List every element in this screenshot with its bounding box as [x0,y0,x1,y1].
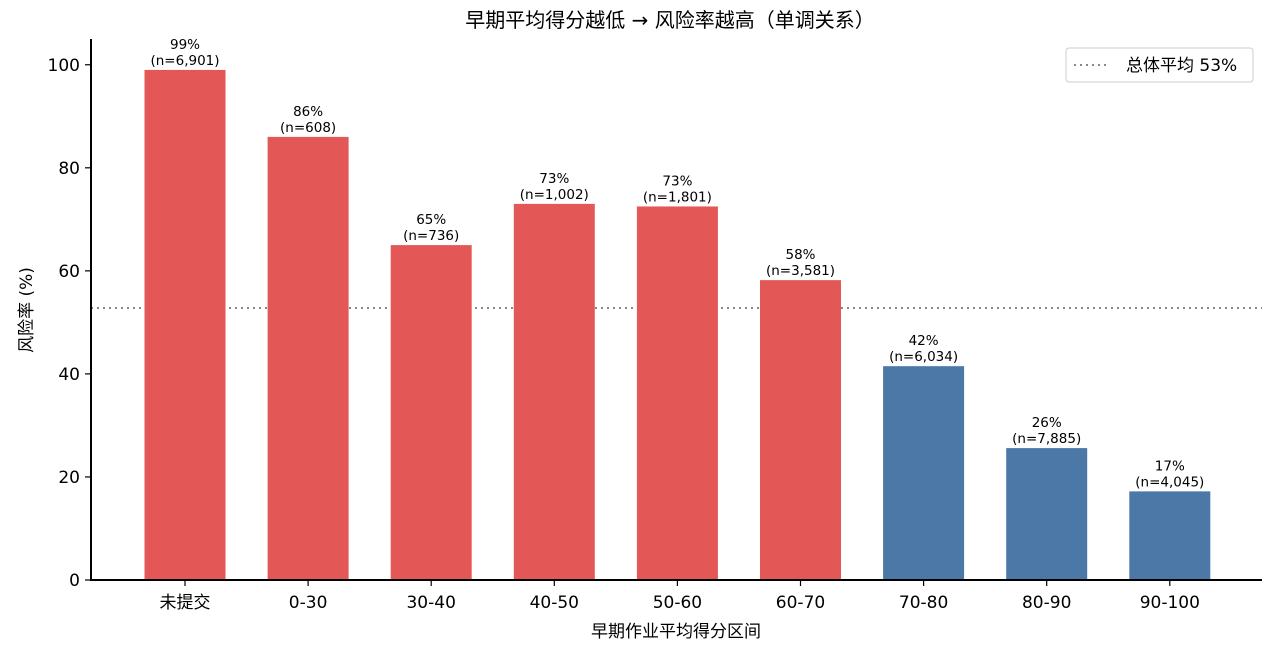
bar-value-label: 73% [539,171,569,187]
bar-8 [1129,491,1211,580]
bar-4 [636,206,718,580]
x-tick-label: 90-100 [1140,593,1200,613]
y-tick-label: 0 [69,571,80,591]
y-tick-label: 20 [58,468,80,488]
bar-value-label: 17% [1155,458,1185,474]
bar-7 [1006,448,1088,580]
x-tick-label: 50-60 [653,593,702,613]
y-tick-label: 100 [48,56,80,76]
x-axis-label: 早期作业平均得分区间 [591,622,761,642]
bar-count-label: (n=6,034) [889,349,958,365]
bar-5 [760,280,841,580]
bar-value-label: 58% [785,247,815,263]
x-tick-label: 80-90 [1022,593,1071,613]
y-tick-label: 80 [58,159,80,179]
bar-count-label: (n=736) [403,228,459,244]
bar-value-label: 73% [662,173,692,189]
bar-count-label: (n=608) [280,120,336,136]
y-tick-label: 40 [58,365,80,385]
bar-value-label: 42% [909,333,939,349]
axes-layer: 未提交 0-30 30-40 40-50 50-60 60-70 70-80 80-90 90-… [48,39,1262,613]
bar-count-label: (n=3,581) [766,263,835,279]
x-tick-label: 60-70 [776,593,825,613]
chart-title: 早期平均得分越低 → 风险率越高（单调关系） [465,8,874,32]
bar-1 [267,136,349,580]
x-tick-label: 70-80 [899,593,948,613]
x-tick-label: 40-50 [530,593,579,613]
bar-value-label: 99% [170,37,200,53]
bar-count-label: (n=4,045) [1135,474,1204,490]
legend: 总体平均 53% [1065,47,1254,83]
y-axis-label: 风险率 (%) [17,267,37,353]
bar-count-label: (n=7,885) [1012,431,1081,447]
bar-count-label: (n=1,002) [520,187,589,203]
bar-0 [144,69,226,581]
legend-label: 总体平均 53% [1126,56,1237,76]
y-tick-label: 60 [58,262,80,282]
legend-box [1065,47,1254,83]
bar-value-label: 86% [293,104,323,120]
bar-value-label: 65% [416,212,446,228]
bar-3 [513,203,595,580]
bar-value-label: 26% [1032,415,1062,431]
bar-2 [390,245,472,580]
x-tick-label: 0-30 [289,593,328,613]
x-tick-label: 未提交 [160,593,211,613]
bar-6 [883,366,965,580]
bars-layer: 99%(n=6,901)86%(n=608)65%(n=736)73%(n=1,… [144,37,1211,581]
bar-count-label: (n=6,901) [150,53,219,69]
bar-count-label: (n=1,801) [643,189,712,205]
x-tick-label: 30-40 [406,593,455,613]
